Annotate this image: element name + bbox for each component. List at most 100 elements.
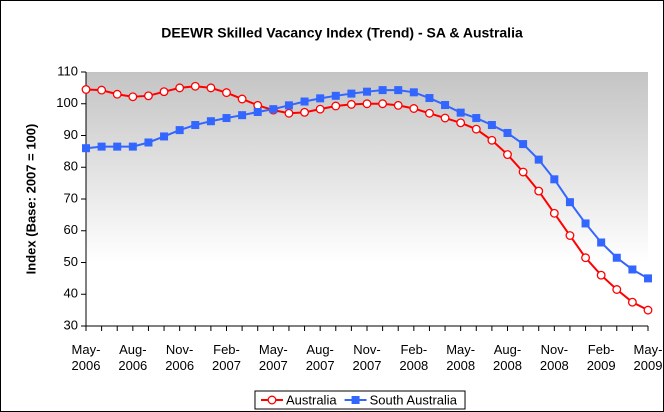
data-point — [128, 92, 138, 102]
legend-label: South Australia — [370, 392, 458, 407]
data-point — [237, 94, 247, 104]
data-point — [316, 94, 325, 103]
data-point — [565, 231, 575, 240]
data-point — [190, 81, 200, 91]
data-point — [519, 140, 528, 149]
x-tick-label: Feb-2007 — [212, 342, 241, 373]
x-tick-label: Aug-2007 — [305, 342, 335, 373]
data-point — [627, 297, 637, 307]
data-point — [175, 83, 185, 93]
data-point — [612, 253, 621, 262]
x-tick-label: Aug-2008 — [493, 342, 522, 373]
data-point — [253, 100, 263, 110]
data-point — [425, 94, 434, 103]
x-tick-label: May-2009 — [633, 342, 663, 373]
y-tick-label: 50 — [64, 254, 78, 269]
x-tick-label: Nov-2008 — [539, 342, 569, 373]
data-point — [363, 87, 371, 96]
data-point — [487, 135, 497, 145]
data-point — [160, 132, 169, 141]
data-point — [253, 108, 262, 117]
data-point — [362, 99, 372, 109]
legend-marker — [267, 395, 277, 405]
data-point — [409, 88, 418, 97]
data-point — [206, 117, 215, 126]
y-tick-label: 100 — [56, 95, 78, 110]
data-point — [456, 118, 466, 128]
chart-title: DEEWR Skilled Vacancy Index (Trend) - SA… — [161, 25, 523, 41]
data-point — [503, 150, 512, 159]
data-point — [346, 99, 356, 109]
data-point — [549, 208, 559, 218]
y-axis-label: Index (Base: 2007 = 100) — [23, 124, 38, 275]
data-point — [269, 105, 278, 114]
data-point — [456, 108, 465, 117]
data-point — [144, 138, 153, 147]
x-tick-label: Feb-2008 — [399, 342, 429, 373]
data-point — [471, 124, 481, 134]
data-point — [394, 86, 403, 95]
data-point — [82, 144, 90, 153]
data-point — [315, 104, 325, 114]
data-point — [597, 238, 606, 247]
data-point — [331, 91, 340, 100]
data-point — [112, 89, 122, 99]
x-tick-label: May-2007 — [258, 342, 288, 373]
data-point — [565, 198, 574, 207]
data-point — [424, 108, 434, 118]
data-point — [628, 265, 637, 274]
y-tick-label: 90 — [64, 127, 78, 142]
x-tick-label: Feb-2009 — [586, 342, 616, 373]
data-point — [159, 87, 169, 97]
y-tick-label: 70 — [64, 190, 78, 205]
data-point — [206, 83, 216, 93]
data-point — [97, 142, 106, 151]
data-point — [191, 121, 200, 130]
x-tick-label: Aug-2006 — [118, 342, 148, 373]
data-point — [550, 175, 559, 184]
data-point — [440, 113, 450, 123]
data-point — [284, 108, 294, 118]
data-point — [612, 285, 622, 294]
y-tick-label: 80 — [64, 159, 78, 174]
x-tick-label: May-2006 — [71, 342, 101, 373]
data-point — [581, 253, 591, 263]
data-point — [222, 88, 231, 98]
data-point — [222, 114, 231, 123]
plot-area — [86, 72, 648, 326]
legend-marker — [351, 396, 360, 404]
data-point — [300, 107, 310, 117]
data-point — [487, 121, 496, 130]
data-point — [284, 101, 293, 110]
data-point — [643, 305, 653, 315]
data-point — [378, 99, 388, 109]
data-point — [331, 101, 341, 111]
legend-label: Australia — [286, 392, 337, 407]
data-point — [300, 97, 309, 106]
x-tick-label: Nov-2007 — [352, 342, 382, 373]
data-point — [143, 91, 153, 101]
data-point — [534, 155, 543, 164]
data-point — [581, 219, 590, 228]
y-tick-label: 30 — [64, 317, 78, 332]
data-point — [347, 89, 356, 98]
data-point — [518, 167, 528, 177]
data-point — [596, 270, 606, 280]
data-point — [175, 126, 184, 135]
data-point — [378, 86, 387, 95]
data-point — [113, 142, 122, 151]
data-point — [441, 101, 450, 110]
data-point — [128, 142, 137, 151]
data-point — [472, 114, 481, 123]
y-tick-label: 110 — [57, 63, 78, 78]
x-tick-label: Nov-2006 — [165, 342, 195, 373]
data-point — [393, 100, 403, 110]
data-point — [97, 85, 107, 95]
y-tick-label: 60 — [64, 222, 78, 237]
data-point — [81, 85, 91, 94]
y-tick-label: 40 — [64, 286, 78, 301]
x-tick-label: May-2008 — [446, 342, 476, 373]
data-point — [409, 104, 419, 113]
